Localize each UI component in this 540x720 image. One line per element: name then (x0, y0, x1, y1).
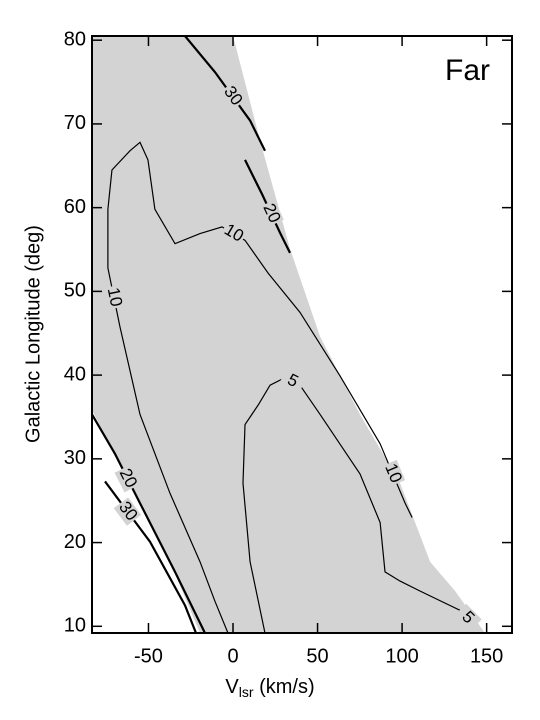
contour-line (92, 413, 206, 633)
x-label-rest: (km/s) (254, 676, 315, 698)
x-tick-label: 100 (385, 645, 418, 667)
contour-line (107, 141, 413, 633)
x-label-main: V (225, 676, 239, 698)
y-tick-label: 70 (64, 112, 86, 134)
y-tick-label: 30 (64, 447, 86, 469)
contour-label-bg (219, 220, 248, 247)
contour-label-bg (453, 603, 482, 633)
y-tick-label: 10 (64, 615, 86, 637)
annotation: Far (445, 54, 490, 87)
contour-label: 10 (104, 286, 126, 308)
plot-frame (91, 35, 513, 634)
contour-label-bg (102, 284, 125, 310)
contour-label-bg (218, 82, 247, 111)
x-axis-label: Vlsr (km/s) (225, 676, 314, 699)
y-tick-label: 80 (64, 28, 86, 50)
contour-label-bg (113, 497, 142, 526)
contour-label-bg (114, 464, 141, 493)
contour-label-bg (258, 199, 284, 228)
contour-label-group: 10 (102, 284, 126, 310)
contour-line (242, 376, 476, 633)
contour-label-group: 5 (453, 603, 482, 633)
y-tick-label: 60 (64, 196, 86, 218)
contour-label-bg (278, 368, 307, 395)
y-axis-label: Galactic Longitude (deg) (22, 225, 44, 443)
x-tick-label: 150 (470, 645, 503, 667)
y-tick-label: 40 (64, 363, 86, 385)
contour-label-bg (380, 459, 406, 488)
x-tick-label: 50 (306, 645, 328, 667)
x-tick-label: 0 (227, 645, 238, 667)
shaded-region (92, 36, 485, 633)
contour-label-group: 5 (278, 368, 307, 395)
x-label-sub: lsr (239, 684, 254, 700)
x-tick-label: -50 (134, 645, 163, 667)
y-tick-label: 50 (64, 280, 86, 302)
y-tick-label: 20 (64, 531, 86, 553)
